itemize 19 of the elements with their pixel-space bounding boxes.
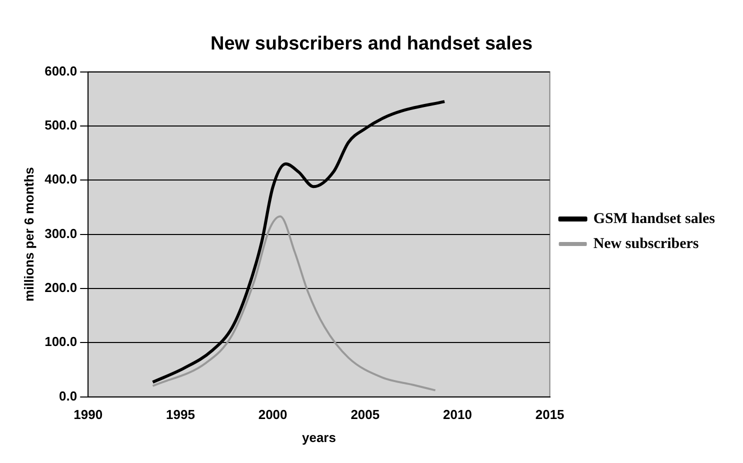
legend-label: New subscribers <box>593 236 699 252</box>
line-series <box>152 215 436 392</box>
x-tick-label: 2005 <box>350 407 380 422</box>
y-tick-label: 500.0 <box>44 118 78 133</box>
legend-label: GSM handset sales <box>593 210 716 227</box>
x-tick-label: 2015 <box>535 407 564 422</box>
x-tick-label: 2010 <box>443 407 472 422</box>
y-axis-title: millions per 6 months <box>21 167 36 302</box>
y-tick-label: 200.0 <box>44 280 78 296</box>
y-tick-label: 300.0 <box>44 226 78 241</box>
y-tick-label: 100.0 <box>44 334 78 350</box>
y-tick-label: 400.0 <box>44 172 78 187</box>
x-axis-title: years <box>302 430 336 445</box>
x-tick-label: 2000 <box>258 407 288 422</box>
y-tick-label: 0.0 <box>59 388 78 404</box>
x-tick-label: 1990 <box>74 407 103 422</box>
x-tick-label: 1995 <box>166 407 195 422</box>
y-tick-label: 600.0 <box>44 63 78 78</box>
chart-title: New subscribers and handset sales <box>210 34 533 55</box>
